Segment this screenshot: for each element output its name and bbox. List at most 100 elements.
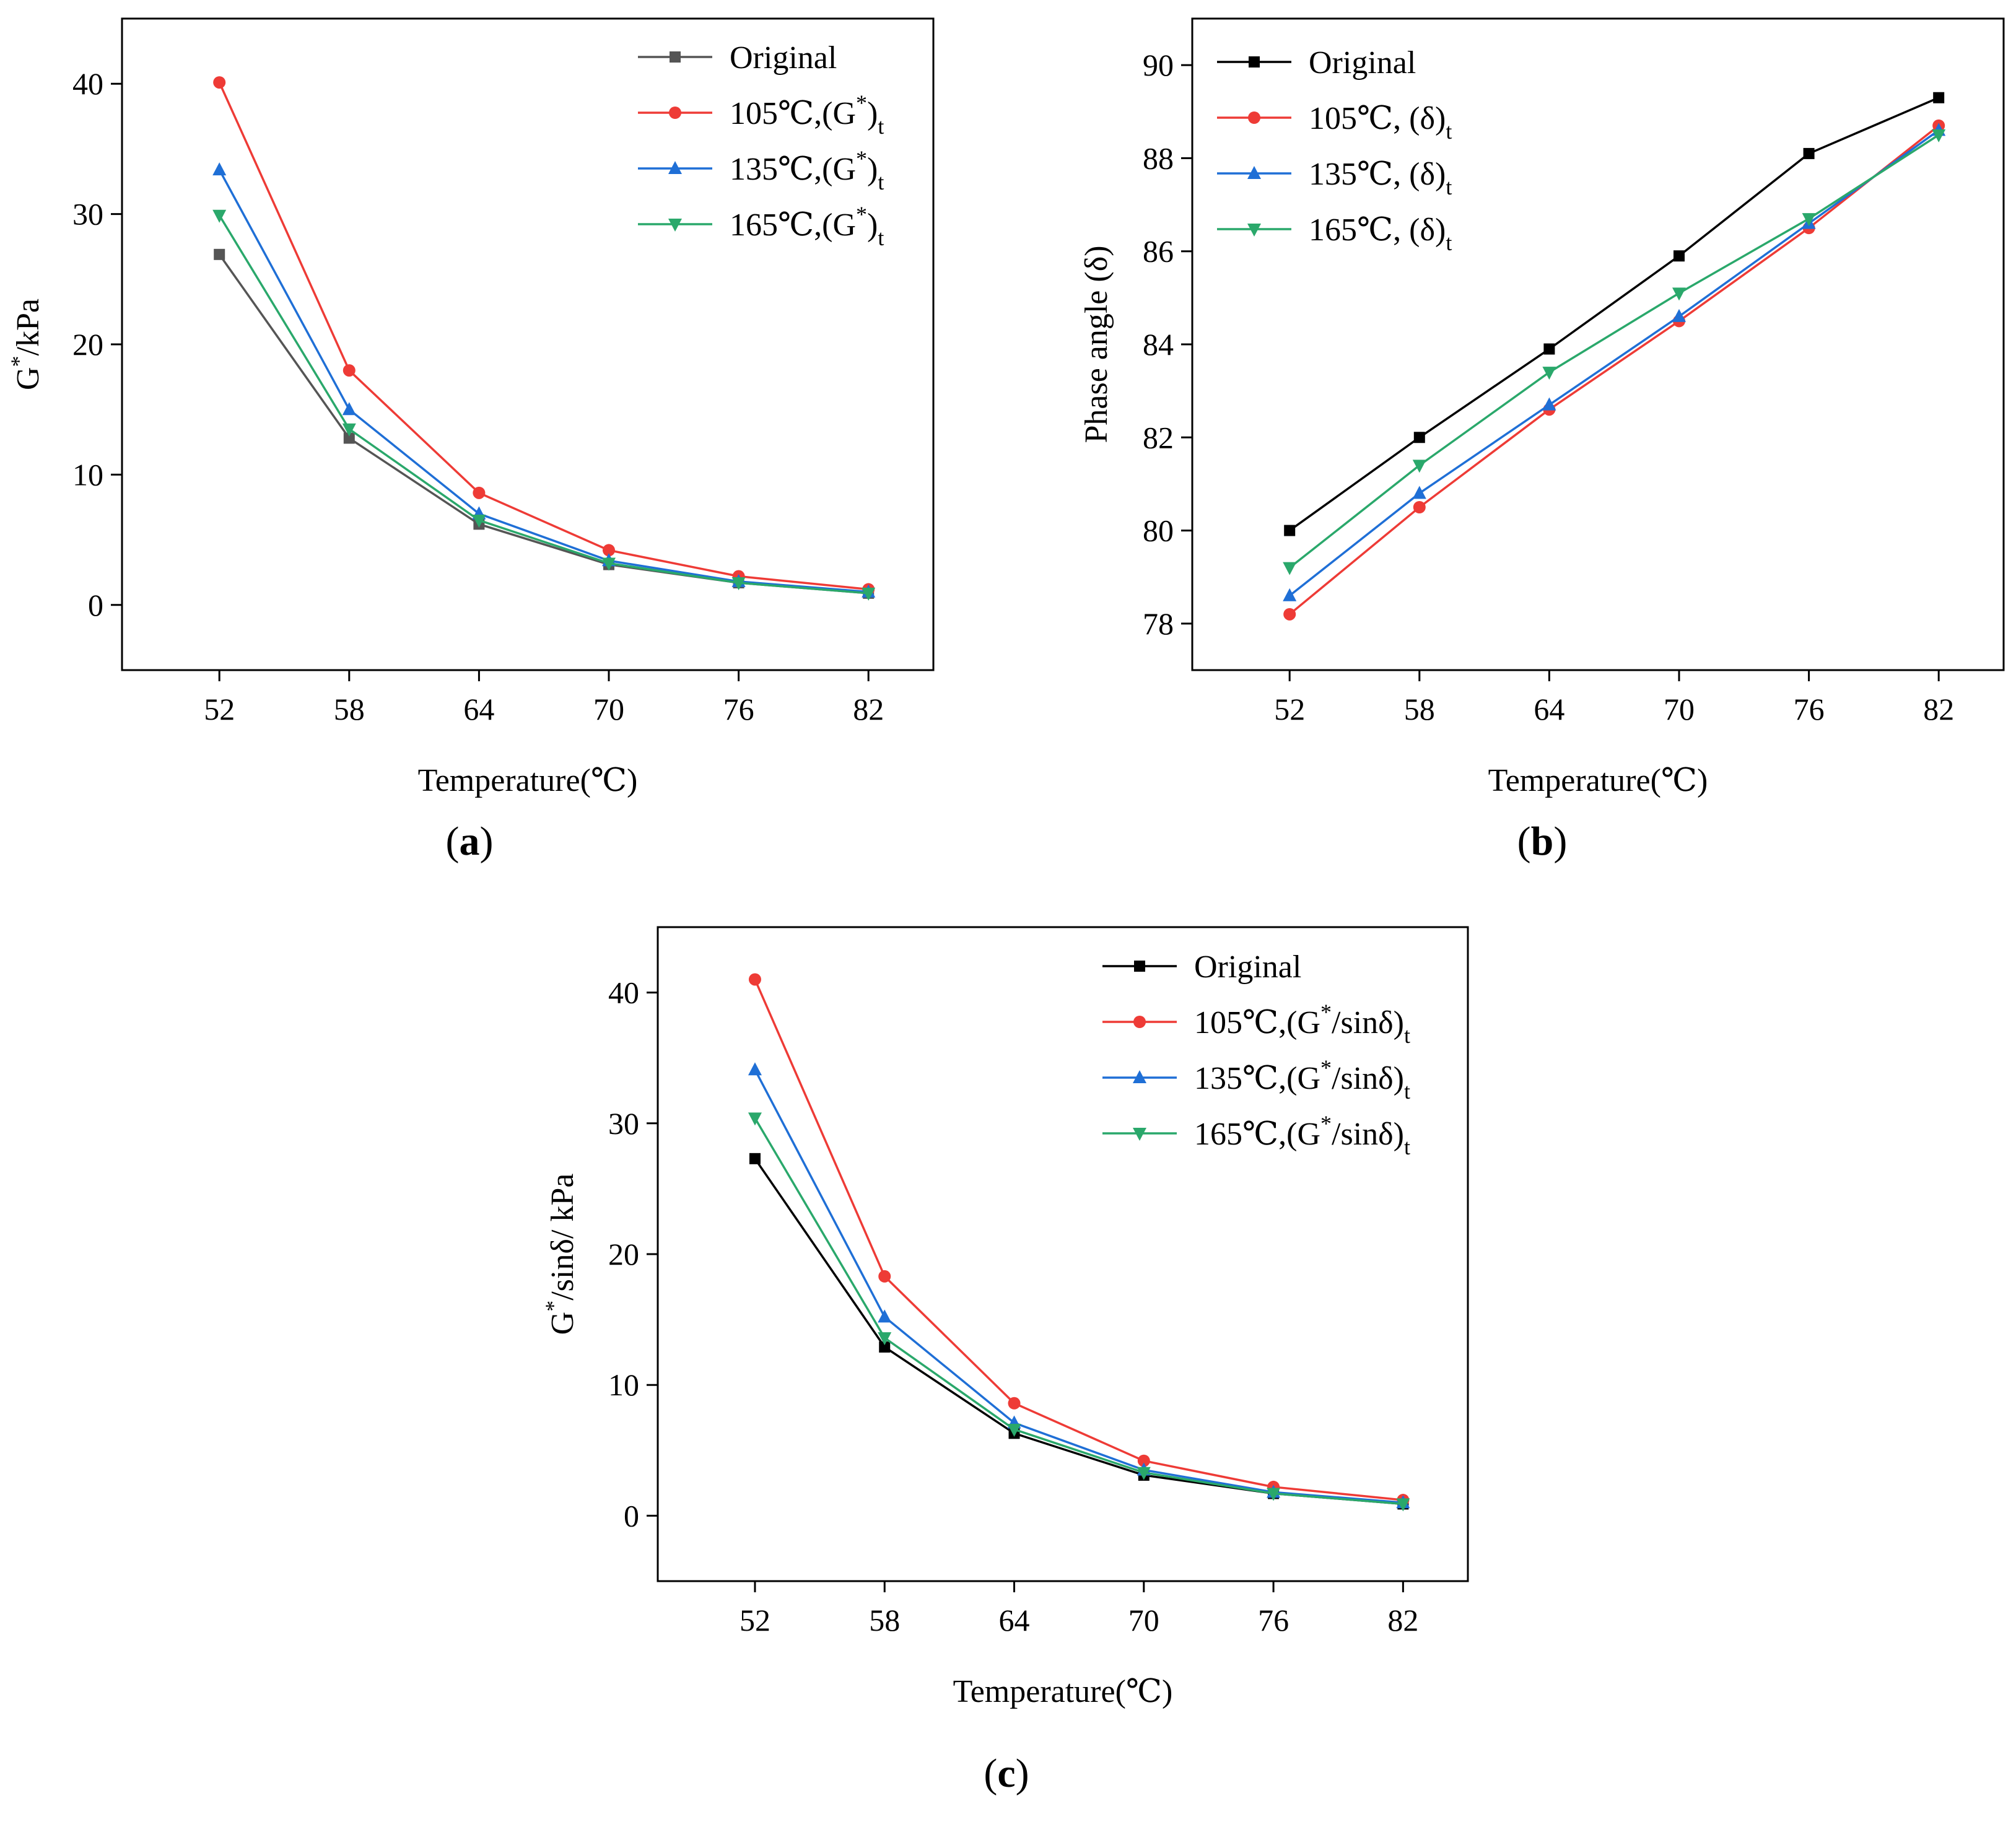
x-tick-label: 58 [869,1603,900,1637]
series-line [1289,124,1940,616]
data-point [731,577,746,591]
y-tick-label: 80 [1143,513,1174,548]
legend-marker [1247,166,1261,179]
x-tick-label: 82 [853,692,884,726]
legend-label: 135℃, (δ)t [1309,157,1452,199]
series-line [1289,129,1940,597]
y-tick-label: 10 [608,1367,639,1402]
legend-marker [668,219,682,232]
data-point [342,423,356,437]
y-tick-label: 30 [608,1106,639,1141]
legend-label: 135℃,(G*/sinδ)t [1194,1055,1410,1104]
y-tick-label: 30 [72,197,103,232]
legend-marker [1133,1070,1146,1083]
data-point [1007,1424,1021,1437]
data-point [748,1112,762,1126]
x-tick-label: 70 [593,692,624,726]
y-tick-label: 40 [608,975,639,1010]
data-point [214,248,225,260]
series-line [754,1117,1403,1506]
panel-label-b: (b) [1517,819,1568,864]
y-tick-label: 82 [1143,420,1174,455]
legend-label: 165℃, (δ)t [1309,212,1452,255]
panel-b: 52 58 64 70 76 82 78 80 82 84 86 88 90 Temperature(℃)… [1079,17,2005,798]
legend-label: Original [1194,949,1301,985]
x-tick-label: 52 [1274,692,1305,726]
data-point [1542,397,1556,411]
data-point [1672,308,1686,322]
y-tick-label: 90 [1143,48,1174,82]
data-point [1542,367,1556,380]
data-point [1267,1488,1281,1501]
legend-marker [669,107,681,119]
legend-label: 165℃,(G*/sinδ)t [1194,1111,1410,1159]
legend-label: Original [1309,45,1416,81]
legend-marker [670,51,681,63]
x-tick-label: 76 [723,692,754,726]
data-point [748,973,761,986]
data-point [1283,608,1296,621]
data-point [878,1270,891,1283]
y-tick-label: 40 [72,66,103,101]
y-tick-label: 10 [72,457,103,492]
data-point [343,364,356,377]
series-original [1284,92,1945,536]
data-point [1672,287,1686,301]
legend-marker [1133,1128,1146,1141]
x-tick-label: 64 [1534,692,1564,726]
x-axis-title: Temperature(℃) [418,763,638,798]
data-point [1283,588,1297,601]
data-point [212,209,227,223]
series-line [218,214,869,595]
panel-label-a: (a) [446,819,494,864]
data-point [1396,1498,1410,1512]
legend-marker [668,161,682,174]
legend-marker [1248,111,1260,124]
x-tick-label: 64 [999,1603,1030,1637]
legend: Original 105℃,(G*)t 135℃,(G*)t 165℃,(G*)t [638,40,884,250]
panel-label-c: (c) [984,1751,1029,1796]
y-tick-label: 20 [72,327,103,362]
data-point [342,402,356,416]
x-tick-label: 52 [204,692,235,726]
x-tick-label: 82 [1923,692,1954,726]
y-axis-title: G*/sinδ/ kPa [541,1174,580,1335]
legend-label: 105℃,(G*)t [730,90,884,139]
y-tick-label: 88 [1143,141,1174,175]
data-point [1803,147,1815,159]
data-point [879,1341,891,1353]
x-tick-label: 76 [1794,692,1825,726]
series-line [754,1158,1403,1506]
data-point [1137,1467,1151,1480]
series-original [214,248,875,599]
y-tick-label: 20 [608,1237,639,1271]
x-tick-label: 70 [1128,1603,1159,1637]
data-point [1932,129,1946,142]
x-tick-label: 76 [1258,1603,1289,1637]
series-165 [1283,129,1946,575]
x-tick-label: 70 [1664,692,1695,726]
data-point [602,557,616,571]
y-tick-label: 78 [1143,606,1174,641]
data-point [1412,460,1426,473]
series-line [754,979,1403,1501]
data-point [748,1062,762,1076]
y-tick-label: 86 [1143,234,1174,269]
data-point [212,162,227,176]
data-point [1673,250,1685,262]
data-point [473,486,486,499]
panel-a: 52 58 64 70 76 82 0 10 20 30 40 Temperature(℃) G*/kP… [6,17,935,798]
x-tick-label: 64 [463,692,494,726]
data-point [213,76,226,89]
series-line [218,169,869,593]
legend-marker [1134,961,1145,972]
data-point [1412,486,1426,499]
x-axis-title: Temperature(℃) [953,1674,1173,1709]
legend: Original 105℃,(G*/sinδ)t 135℃,(G*/sinδ)t 16… [1102,949,1410,1159]
y-axis-title: Phase angle (δ) [1079,245,1114,443]
y-tick-label: 0 [88,588,103,622]
data-point [1933,92,1945,103]
series-165 [212,209,876,601]
panel-c: 52 58 64 70 76 82 0 10 20 30 40 Temperature(℃) G*/si… [541,926,1469,1709]
